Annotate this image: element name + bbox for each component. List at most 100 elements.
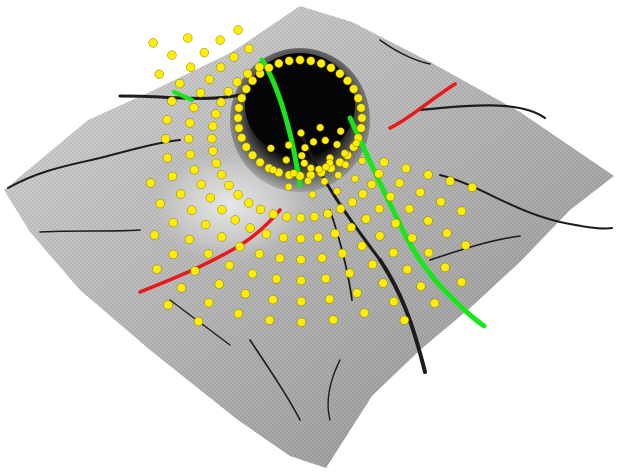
marker-dot — [248, 150, 257, 160]
marker-dot — [187, 205, 197, 215]
marker-dot — [232, 77, 242, 87]
marker-dot — [274, 59, 284, 68]
marker-dot — [394, 178, 405, 188]
marker-dot — [154, 69, 164, 79]
marker-dot — [233, 25, 243, 35]
marker-dot — [199, 47, 209, 58]
marker-dot — [234, 123, 244, 133]
marker-dot — [378, 278, 388, 288]
marker-dot — [149, 230, 160, 240]
marker-dot — [404, 204, 414, 214]
marker-dot — [160, 134, 171, 144]
marker-dot — [388, 248, 399, 258]
marker-dot — [345, 268, 355, 278]
marker-dot — [297, 151, 306, 160]
marker-dot — [148, 38, 158, 48]
marker-dot — [351, 174, 359, 183]
marker-dot — [415, 187, 425, 198]
marker-dot — [340, 149, 349, 158]
marker-dot — [321, 136, 330, 145]
marker-dot — [367, 179, 377, 190]
marker-dot — [244, 43, 254, 54]
marker-dot — [244, 198, 254, 208]
marker-dot — [167, 96, 177, 106]
marker-dot — [254, 249, 265, 259]
marker-dot — [268, 209, 278, 219]
marker-dot — [255, 157, 265, 167]
marker-dot — [346, 222, 356, 233]
marker-dot — [358, 189, 368, 199]
marker-dot — [223, 86, 233, 97]
marker-dot — [316, 59, 326, 68]
marker-dot — [353, 93, 363, 103]
marker-dot — [399, 315, 410, 325]
marker-dot — [402, 264, 412, 275]
marker-dot — [229, 52, 239, 62]
marker-dot — [224, 180, 234, 191]
marker-dot — [200, 219, 211, 230]
marker-dot — [168, 249, 178, 260]
marker-dot — [211, 109, 221, 119]
marker-dot — [234, 103, 244, 113]
marker-dot — [176, 283, 187, 293]
marker-dot — [269, 166, 277, 174]
marker-dot — [268, 294, 278, 305]
marker-dot — [186, 62, 196, 72]
marker-dot — [328, 315, 338, 325]
marker-dot — [193, 316, 204, 327]
marker-dot — [301, 143, 309, 152]
marker-dot — [163, 300, 173, 310]
marker-dot — [467, 182, 477, 193]
marker-dot — [233, 113, 243, 123]
marker-dot — [255, 204, 266, 215]
marker-dot — [289, 169, 298, 178]
marker-dot — [162, 153, 173, 163]
marker-cloud — [145, 25, 477, 327]
marker-dot — [423, 170, 433, 180]
marker-dot — [423, 248, 434, 258]
marker-dot — [204, 298, 214, 308]
marker-dot — [284, 183, 293, 191]
marker-dot — [379, 157, 389, 167]
marker-dot — [211, 158, 221, 168]
marker-dot — [267, 144, 275, 153]
marker-dot — [304, 177, 312, 185]
marker-dot — [407, 233, 417, 243]
marker-dot — [233, 309, 244, 319]
marker-dot — [189, 102, 199, 113]
marker-dot — [349, 84, 359, 94]
marker-dot — [401, 163, 411, 174]
marker-dot — [247, 269, 258, 279]
marker-dot — [243, 69, 253, 79]
marker-dot — [152, 264, 162, 274]
marker-dot — [313, 232, 323, 242]
marker-dot — [295, 213, 306, 223]
marker-dot — [300, 159, 309, 168]
marker-dot — [456, 206, 467, 216]
marker-dot — [440, 262, 450, 273]
marker-dot — [456, 277, 467, 287]
marker-dot — [167, 171, 178, 182]
marker-dot — [442, 228, 452, 238]
marker-dot — [295, 55, 305, 65]
marker-dot — [162, 115, 172, 125]
marker-dot — [241, 142, 251, 152]
marker-dot — [217, 205, 227, 215]
marker-dot — [309, 212, 320, 222]
marker-dot — [296, 296, 306, 307]
marker-dot — [358, 156, 366, 165]
marker-dot — [309, 138, 318, 146]
marker-dot — [337, 248, 348, 259]
marker-dot — [315, 165, 323, 174]
marker-dot — [361, 214, 371, 224]
marker-dot — [335, 204, 346, 214]
marker-dot — [264, 63, 274, 73]
marker-dot — [359, 308, 369, 318]
marker-dot — [330, 228, 340, 239]
marker-dot — [374, 204, 384, 214]
marker-dot — [184, 234, 195, 245]
marker-dot — [334, 171, 343, 180]
green-line-left — [172, 90, 194, 102]
red-line-right — [388, 82, 457, 130]
